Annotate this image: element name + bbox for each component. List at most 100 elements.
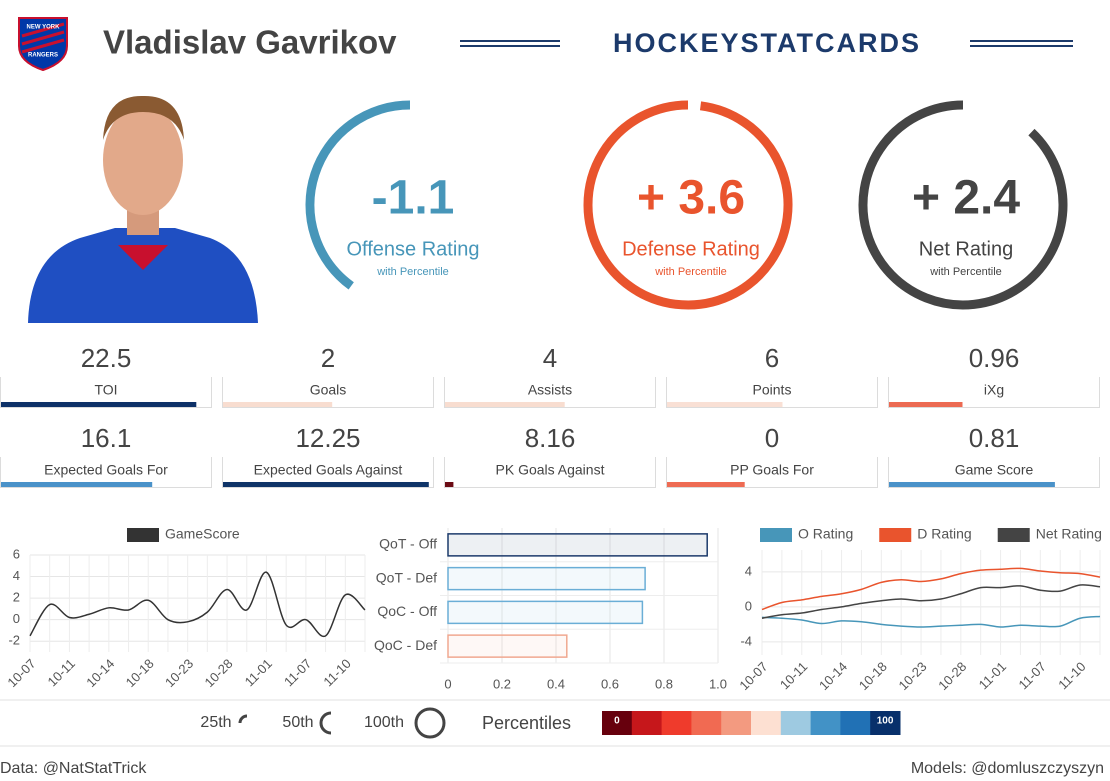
y-tick-label: 4 <box>745 563 752 578</box>
series-line <box>761 584 1101 619</box>
x-tick-label: 10-18 <box>123 656 157 690</box>
legend-swatch <box>997 528 1030 542</box>
y-tick-label: QoC - Off <box>377 603 437 619</box>
color-swatch <box>751 711 782 735</box>
percentile-bar <box>889 402 963 407</box>
stat-label: PK Goals Against <box>496 462 605 478</box>
y-tick-label: 0 <box>745 598 752 613</box>
percentile-sample-label: 25th <box>200 714 231 731</box>
player-photo <box>28 95 258 323</box>
percentile-bar <box>667 482 745 487</box>
stat-box <box>222 457 434 488</box>
legend-label: D Rating <box>917 526 971 542</box>
stat-value: 0.96 <box>969 343 1020 373</box>
rating-label: Net Rating <box>919 238 1014 260</box>
series-line <box>761 567 1101 611</box>
stat-box <box>666 457 878 488</box>
stat-label: PP Goals For <box>730 462 814 478</box>
y-tick-label: -4 <box>740 633 752 648</box>
rating-value: + 3.6 <box>637 172 745 225</box>
stat-label: Expected Goals For <box>44 462 168 478</box>
color-swatch <box>631 711 663 735</box>
rating-sublabel: with Percentile <box>929 266 1002 278</box>
percentile-bar <box>667 402 783 407</box>
stat-label: Points <box>753 382 792 398</box>
color-swatch <box>602 711 633 735</box>
x-tick-label: 10-18 <box>856 659 890 693</box>
stat-label: Expected Goals Against <box>254 462 403 478</box>
x-tick-label: 11-01 <box>976 659 1009 692</box>
percentile-bar <box>1 402 197 407</box>
scale-min: 0 <box>614 716 620 727</box>
stat-box <box>0 457 212 488</box>
x-tick-label: 10-11 <box>777 659 810 692</box>
percentile-ring <box>305 100 411 290</box>
percentile-sample-label: 50th <box>282 714 313 731</box>
scale-max: 100 <box>877 716 894 727</box>
legend-swatch <box>879 528 912 542</box>
rating-sublabel: with Percentile <box>376 266 449 278</box>
x-tick-label: 0.6 <box>601 676 619 691</box>
x-tick-label: 10-28 <box>201 656 235 690</box>
logo-text: RANGERS <box>28 53 58 59</box>
percentile-bar <box>223 482 429 487</box>
bar <box>447 533 708 557</box>
y-tick-label: 0 <box>13 611 20 626</box>
stat-value: 16.1 <box>81 423 132 453</box>
stat-value: 0.81 <box>969 423 1020 453</box>
x-tick-label: 10-23 <box>162 656 196 690</box>
x-tick-label: 1.0 <box>709 676 727 691</box>
x-tick-label: 11-07 <box>1015 659 1048 692</box>
color-swatch <box>780 711 812 735</box>
x-tick-label: 10-11 <box>45 656 78 689</box>
percentile-ring <box>858 100 1068 310</box>
color-swatch <box>810 711 841 735</box>
x-tick-label: 11-07 <box>281 656 314 689</box>
percentile-bar <box>889 482 1055 487</box>
rating-value: + 2.4 <box>912 172 1020 225</box>
y-tick-label: QoT - Def <box>376 569 437 585</box>
x-tick-label: 0.8 <box>655 676 673 691</box>
rating-label: Defense Rating <box>622 238 760 260</box>
x-tick-label: 10-07 <box>4 656 38 690</box>
x-tick-label: 10-14 <box>83 656 117 690</box>
x-tick-label: 11-10 <box>320 656 353 689</box>
bar <box>447 600 644 625</box>
stat-box <box>888 457 1100 488</box>
percentile-sample-label: 100th <box>364 714 404 731</box>
rating-value: -1.1 <box>372 172 455 225</box>
y-tick-label: 6 <box>13 546 20 561</box>
bar <box>447 634 568 658</box>
footer-left: Data: @NatStatTrick <box>0 760 147 777</box>
stat-label: iXg <box>984 382 1004 398</box>
bar <box>447 566 646 591</box>
y-tick-label: 4 <box>13 568 20 583</box>
y-tick-label: QoT - Off <box>379 536 437 552</box>
legend-label: Net Rating <box>1036 526 1102 542</box>
stat-value: 6 <box>765 343 779 373</box>
x-tick-label: 0 <box>444 676 451 691</box>
rating-sublabel: with Percentile <box>654 266 727 278</box>
x-tick-label: 10-28 <box>935 659 969 693</box>
x-tick-label: 11-10 <box>1055 659 1088 692</box>
percentile-bar <box>445 482 454 487</box>
percentile-title: Percentiles <box>482 713 571 733</box>
percentile-bar <box>223 402 333 407</box>
player-name: Vladislav Gavrikov <box>103 24 397 61</box>
rating-label: Offense Rating <box>346 238 479 260</box>
x-tick-label: 0.2 <box>493 676 511 691</box>
x-tick-label: 0.4 <box>547 676 565 691</box>
legend-swatch <box>760 528 792 542</box>
stat-value: 8.16 <box>525 423 576 453</box>
series-line <box>29 571 366 638</box>
x-tick-label: 11-01 <box>242 656 275 689</box>
y-tick-label: -2 <box>8 633 20 648</box>
legend-swatch <box>127 528 159 542</box>
logo-text: NEW YORK <box>27 25 61 31</box>
color-swatch <box>661 711 692 735</box>
stat-box <box>444 377 656 408</box>
stat-value: 4 <box>543 343 557 373</box>
percentile-sample-ring <box>238 714 248 724</box>
stat-value: 22.5 <box>81 343 132 373</box>
x-tick-label: 10-14 <box>816 659 850 693</box>
